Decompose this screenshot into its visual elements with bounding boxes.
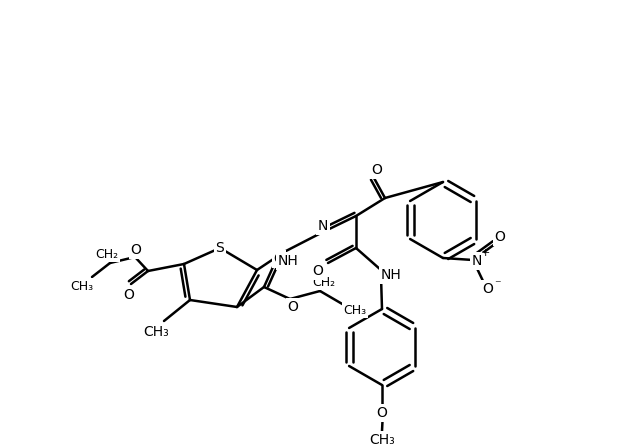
Text: S: S (216, 241, 225, 255)
Text: CH₃: CH₃ (369, 433, 395, 446)
Text: CH₃: CH₃ (143, 325, 169, 339)
Text: +: + (480, 248, 490, 258)
Text: O: O (372, 163, 383, 177)
Text: CH₂: CH₂ (312, 276, 335, 289)
Text: O: O (495, 230, 506, 244)
Text: NH: NH (278, 254, 298, 268)
Text: O: O (483, 282, 493, 296)
Text: O: O (273, 252, 284, 266)
Text: O: O (287, 300, 298, 314)
Text: ⁻: ⁻ (493, 278, 500, 292)
Text: O: O (131, 243, 141, 257)
Text: O: O (312, 264, 323, 278)
Text: CH₃: CH₃ (70, 280, 93, 293)
Text: O: O (376, 406, 387, 420)
Text: CH₂: CH₂ (95, 248, 118, 260)
Text: CH₃: CH₃ (344, 303, 367, 317)
Text: NH: NH (381, 268, 401, 282)
Text: N: N (318, 219, 328, 233)
Text: N: N (472, 254, 482, 268)
Text: O: O (124, 288, 134, 302)
